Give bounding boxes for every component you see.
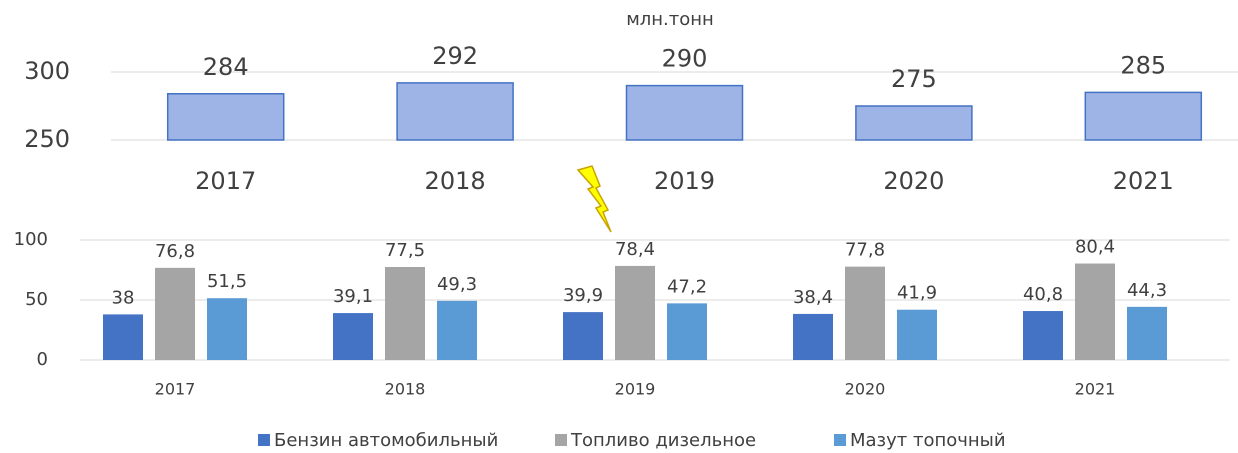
x-tick-label: 2019 <box>615 380 656 399</box>
x-tick-label: 2021 <box>1075 380 1116 399</box>
data-label: 44,3 <box>1127 280 1167 301</box>
legend-swatch <box>555 434 567 446</box>
bar <box>396 82 514 141</box>
data-label: 78,4 <box>615 239 655 260</box>
bar <box>855 105 973 141</box>
data-label: 38,4 <box>793 287 833 308</box>
x-tick-label: 2019 <box>654 167 715 195</box>
y-tick-label: 250 <box>24 125 70 153</box>
data-label: 284 <box>203 53 249 81</box>
bar <box>437 300 477 360</box>
y-tick-label: 100 <box>14 229 48 250</box>
data-label: 80,4 <box>1075 237 1115 258</box>
chart-subtitle: млн.тонн <box>626 9 714 30</box>
bar <box>385 267 425 360</box>
bar <box>207 298 247 360</box>
x-tick-label: 2020 <box>883 167 944 195</box>
bar <box>897 309 937 360</box>
bar <box>625 84 744 141</box>
data-label: 77,8 <box>845 240 885 261</box>
data-label: 76,8 <box>155 241 195 262</box>
bar <box>667 303 707 360</box>
bar <box>1127 306 1167 360</box>
x-tick-label: 2017 <box>155 380 196 399</box>
legend-label: Мазут топочный <box>850 430 1006 451</box>
data-label: 290 <box>662 45 708 73</box>
bar <box>1075 263 1115 360</box>
bar <box>333 313 373 360</box>
data-label: 38 <box>112 287 135 308</box>
bar <box>1084 91 1203 141</box>
legend-swatch <box>834 434 846 446</box>
legend-swatch <box>258 434 270 446</box>
x-tick-label: 2017 <box>195 167 256 195</box>
x-tick-label: 2018 <box>425 167 486 195</box>
x-tick-label: 2020 <box>845 380 886 399</box>
data-label: 285 <box>1120 51 1166 79</box>
data-label: 51,5 <box>207 271 247 292</box>
bar <box>103 314 143 360</box>
bar <box>563 312 603 360</box>
y-tick-label: 300 <box>24 57 70 85</box>
bar <box>845 266 885 360</box>
data-label: 41,9 <box>897 283 937 304</box>
data-label: 39,1 <box>333 286 373 307</box>
data-label: 40,8 <box>1023 284 1063 305</box>
data-label: 47,2 <box>667 276 707 297</box>
data-label: 77,5 <box>385 240 425 261</box>
bar <box>1023 311 1063 360</box>
data-label: 39,9 <box>563 285 603 306</box>
y-tick-label: 50 <box>25 289 48 310</box>
x-tick-label: 2021 <box>1113 167 1174 195</box>
bar <box>615 265 655 360</box>
legend-label: Топливо дизельное <box>570 430 756 451</box>
legend-label: Бензин автомобильный <box>274 430 498 451</box>
bar <box>155 267 195 360</box>
lightning-icon <box>576 165 612 233</box>
y-tick-label: 0 <box>37 349 48 370</box>
bar <box>793 313 833 360</box>
data-label: 292 <box>432 42 478 70</box>
data-label: 49,3 <box>437 274 477 295</box>
x-tick-label: 2018 <box>385 380 426 399</box>
data-label: 275 <box>891 65 937 93</box>
bar <box>166 93 285 141</box>
